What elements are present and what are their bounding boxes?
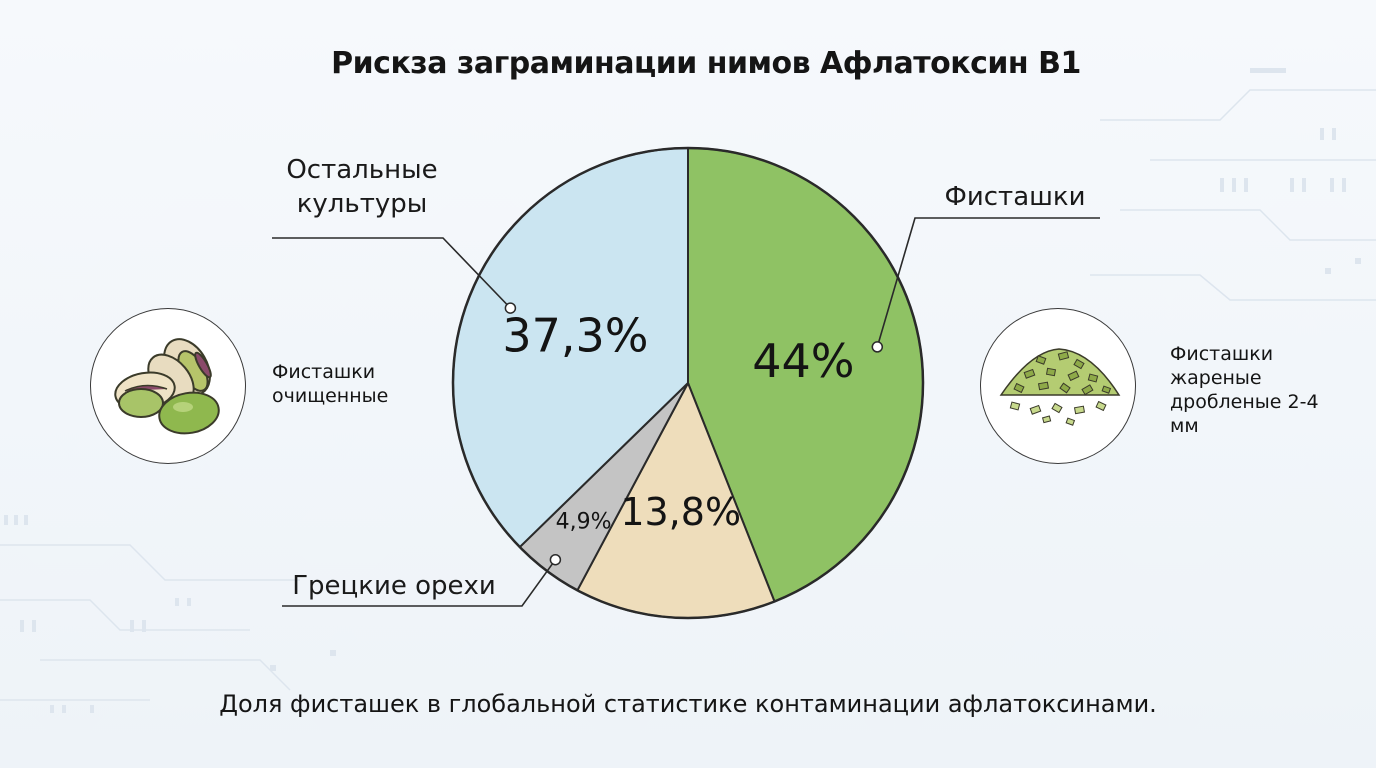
leader-line	[282, 559, 557, 607]
shelled-pistachio-label: Фисташки очищенные	[272, 361, 389, 407]
crushed-pistachio-label: Фисташки жареные дробленые 2-4 мм	[1170, 343, 1319, 437]
leader-line	[272, 237, 511, 309]
leader-dot	[549, 553, 562, 566]
leader-dot	[871, 341, 884, 353]
slice-category-label: Фисташки	[944, 182, 1085, 212]
chart-title: Рискза заграминации нимов Афлатоксин B1	[331, 46, 1081, 81]
slice-category-label: Грецкие орехи	[292, 571, 496, 601]
pie-outline	[451, 146, 925, 620]
crushed-pistachio-icon	[999, 348, 1121, 426]
leader-dot	[504, 302, 517, 314]
crushed-pistachio-thumbnail	[980, 308, 1136, 464]
slice-category-label-line: Остальные	[286, 155, 437, 185]
chart-caption: Доля фисташек в глобальной статистике ко…	[219, 690, 1157, 718]
slice-value-label: 13,8%	[620, 490, 741, 534]
pistachio-shelled-icon	[114, 338, 220, 435]
leader-line	[876, 217, 1100, 348]
shelled-pistachio-thumbnail	[90, 308, 246, 464]
slice-value-label: 44%	[752, 334, 854, 388]
slice-category-label-line: культуры	[297, 189, 428, 219]
slice-value-label: 37,3%	[502, 309, 648, 363]
slice-value-label: 4,9%	[556, 510, 612, 535]
